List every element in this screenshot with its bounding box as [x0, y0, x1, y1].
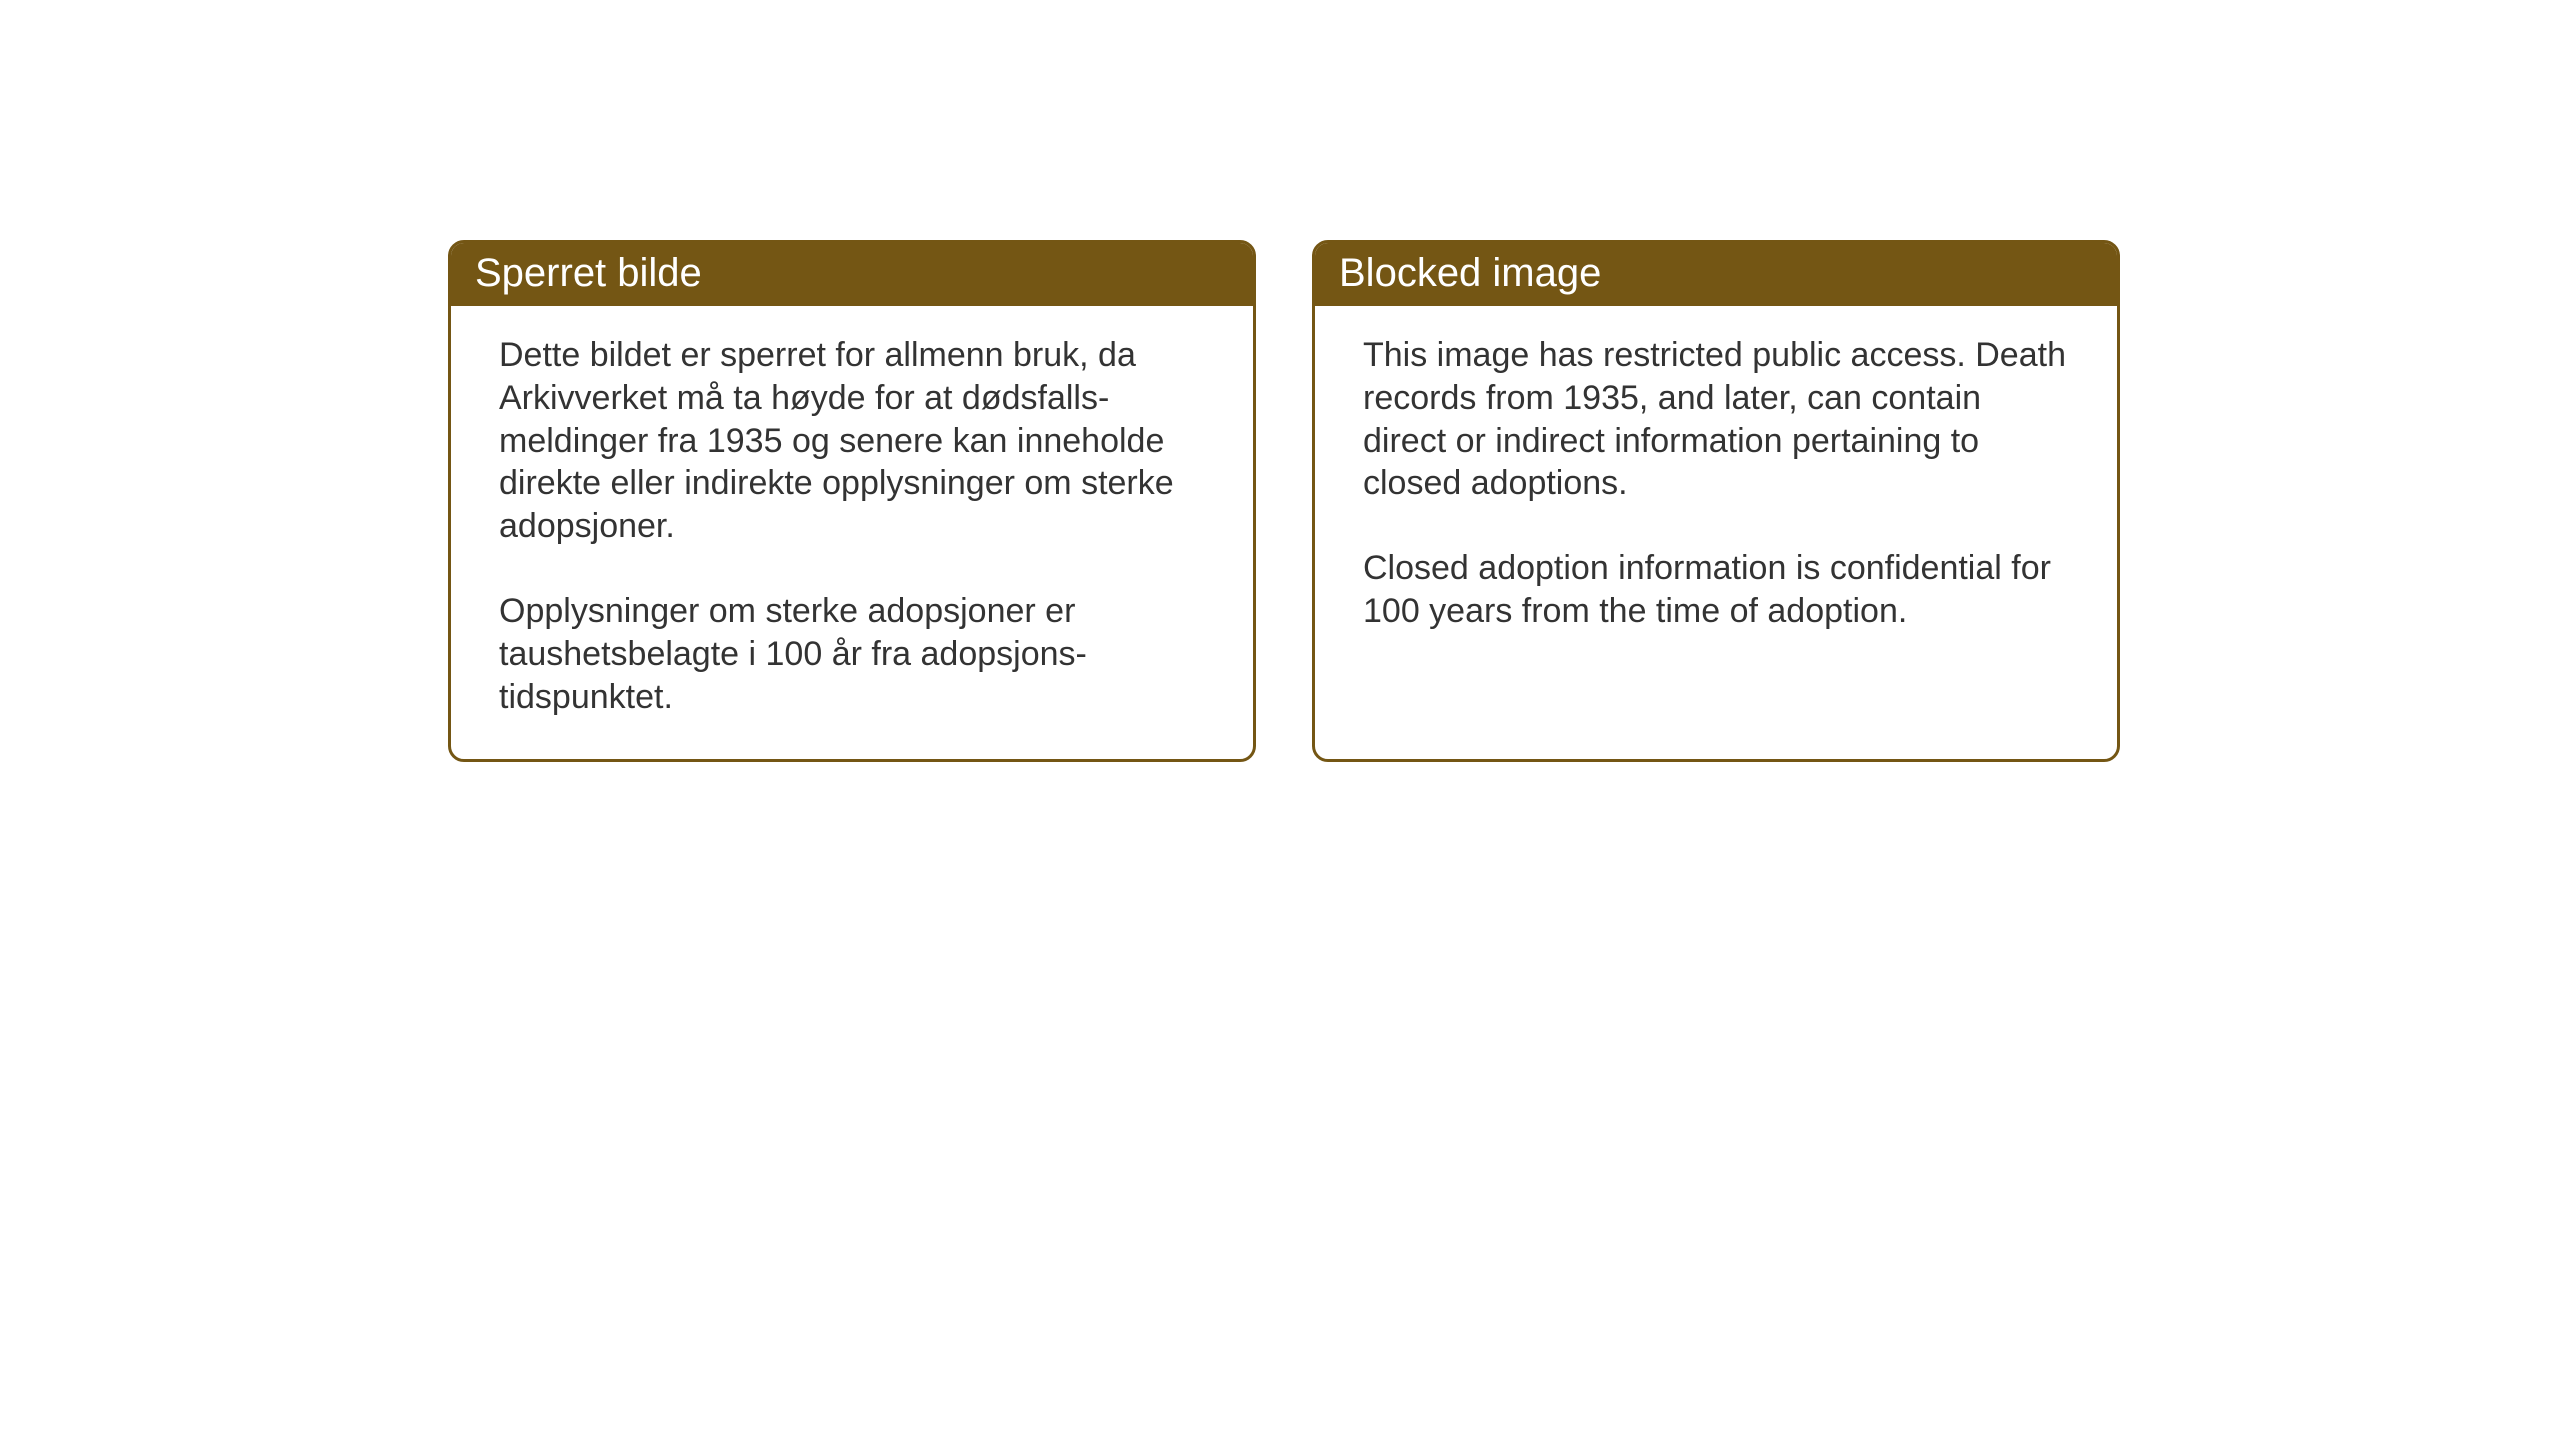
norwegian-card-header: Sperret bilde [451, 243, 1253, 306]
english-paragraph-2: Closed adoption information is confident… [1363, 547, 2069, 633]
norwegian-card: Sperret bilde Dette bildet er sperret fo… [448, 240, 1256, 762]
english-card: Blocked image This image has restricted … [1312, 240, 2120, 762]
norwegian-card-body: Dette bildet er sperret for allmenn bruk… [451, 306, 1253, 759]
english-card-body: This image has restricted public access.… [1315, 306, 2117, 673]
norwegian-paragraph-1: Dette bildet er sperret for allmenn bruk… [499, 334, 1205, 548]
english-card-title: Blocked image [1339, 251, 1601, 295]
message-cards-container: Sperret bilde Dette bildet er sperret fo… [448, 240, 2120, 762]
english-paragraph-1: This image has restricted public access.… [1363, 334, 2069, 505]
english-card-header: Blocked image [1315, 243, 2117, 306]
norwegian-paragraph-2: Opplysninger om sterke adopsjoner er tau… [499, 590, 1205, 718]
norwegian-card-title: Sperret bilde [475, 251, 702, 295]
